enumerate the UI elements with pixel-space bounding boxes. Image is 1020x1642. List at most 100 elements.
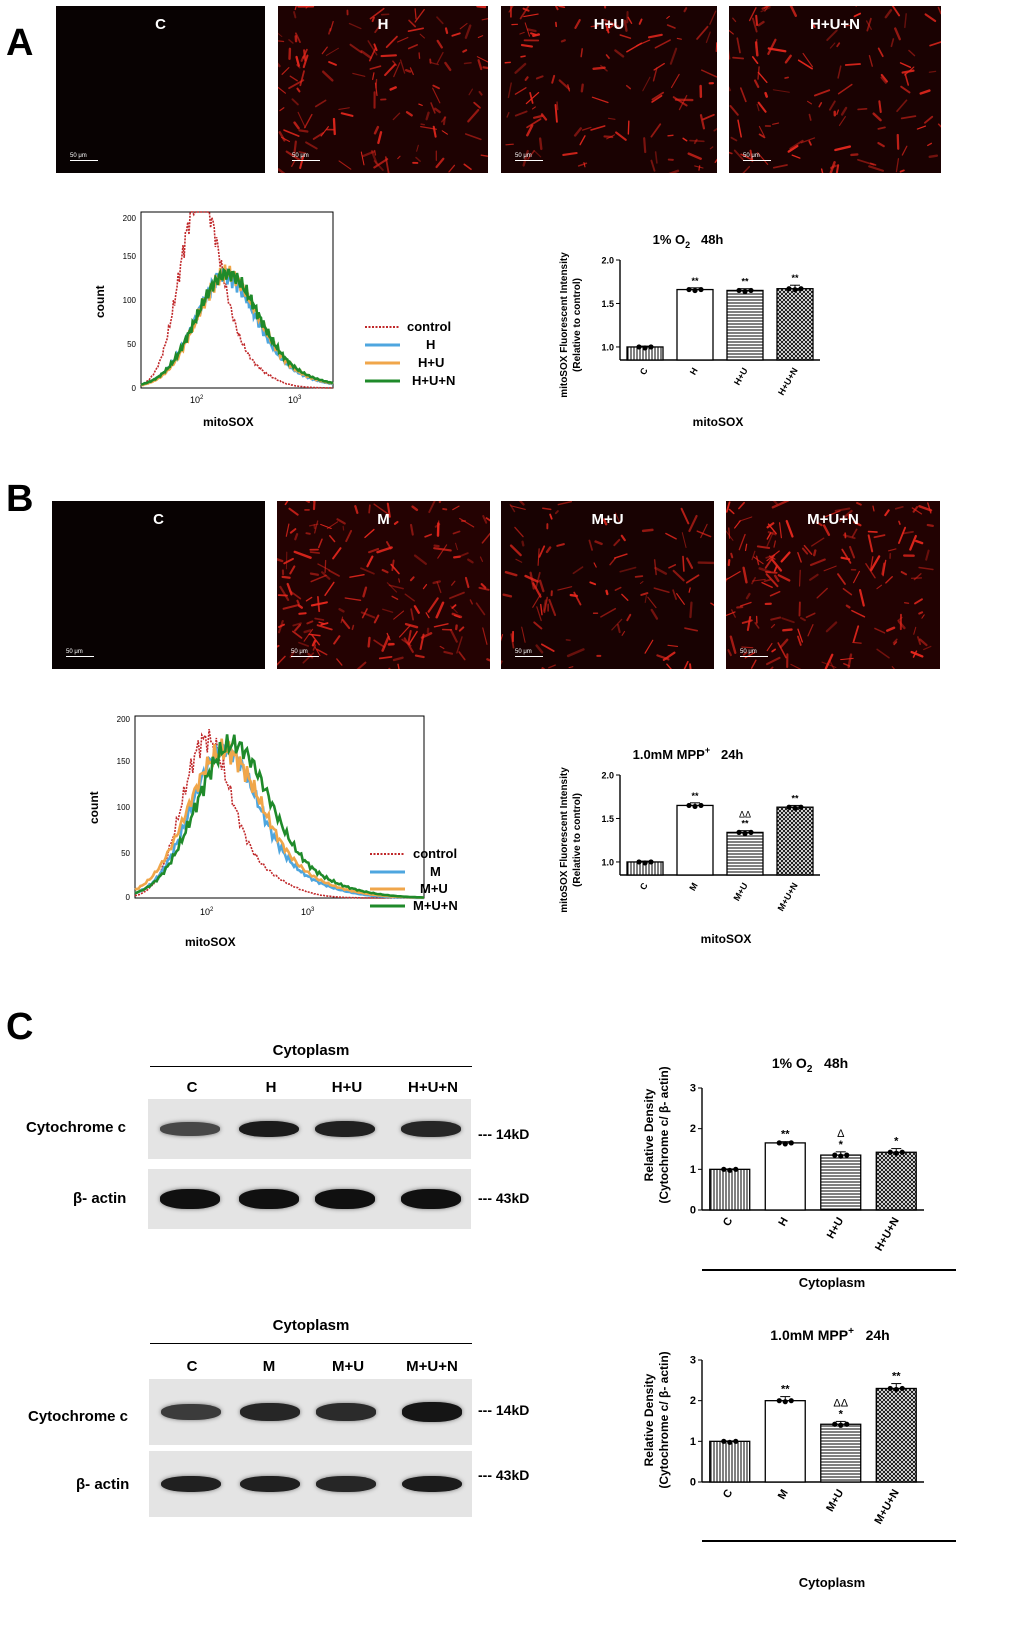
cell-speck bbox=[843, 662, 851, 667]
cell-speck bbox=[362, 150, 375, 158]
cell-speck bbox=[791, 154, 801, 159]
flow-curve-0 bbox=[140, 211, 333, 389]
cell-speck bbox=[302, 48, 308, 59]
blot-band bbox=[402, 1402, 462, 1422]
data-point bbox=[698, 802, 704, 809]
micrograph-texture bbox=[278, 6, 488, 173]
cell-speck bbox=[277, 620, 284, 634]
cell-speck bbox=[773, 565, 778, 572]
y-axis-label: Relative Density bbox=[642, 1088, 656, 1181]
cell-speck bbox=[298, 151, 307, 154]
y-tick-label: 3 bbox=[690, 1355, 696, 1367]
cell-speck bbox=[835, 164, 840, 173]
category-label: M+U bbox=[824, 1487, 846, 1513]
micrograph-texture bbox=[726, 501, 940, 669]
cell-speck bbox=[467, 558, 474, 564]
cell-speck bbox=[696, 25, 709, 40]
cell-speck bbox=[371, 16, 375, 23]
cell-speck bbox=[518, 501, 525, 506]
cell-speck bbox=[419, 33, 425, 39]
cell-speck bbox=[345, 529, 353, 543]
cell-speck bbox=[696, 530, 712, 538]
cell-speck bbox=[476, 56, 488, 63]
cell-speck bbox=[376, 546, 393, 554]
cell-speck bbox=[865, 563, 876, 579]
cell-speck bbox=[293, 11, 297, 19]
data-point bbox=[648, 344, 654, 350]
cell-speck bbox=[676, 593, 685, 605]
cell-speck bbox=[329, 535, 336, 543]
cell-speck bbox=[800, 137, 816, 144]
data-point bbox=[798, 804, 804, 810]
cell-speck bbox=[515, 558, 523, 563]
micrograph-texture bbox=[277, 501, 490, 669]
cell-speck bbox=[485, 517, 490, 522]
legend-item: M bbox=[430, 864, 441, 879]
cell-speck bbox=[282, 603, 300, 610]
cell-speck bbox=[639, 581, 644, 585]
cell-speck bbox=[823, 565, 837, 572]
cell-speck bbox=[877, 141, 885, 148]
cell-speck bbox=[726, 571, 741, 581]
cell-speck bbox=[653, 559, 657, 576]
cell-speck bbox=[580, 83, 584, 93]
cell-speck bbox=[374, 149, 377, 156]
cell-speck bbox=[937, 123, 941, 128]
x-axis-label: Cytoplasm bbox=[799, 1275, 865, 1290]
cell-speck bbox=[408, 19, 417, 28]
cell-speck bbox=[449, 591, 465, 600]
cell-speck bbox=[756, 103, 760, 112]
cell-speck bbox=[424, 533, 433, 538]
cell-speck bbox=[583, 162, 586, 168]
cell-speck bbox=[536, 606, 542, 622]
cell-speck bbox=[839, 509, 853, 523]
cell-speck bbox=[579, 135, 586, 146]
cell-speck bbox=[904, 13, 907, 29]
data-point bbox=[648, 859, 654, 865]
cell-speck bbox=[311, 639, 317, 647]
category-label: H+U bbox=[732, 366, 750, 387]
cell-speck bbox=[621, 630, 626, 636]
cell-speck bbox=[549, 513, 553, 520]
cell-speck bbox=[451, 580, 456, 586]
cell-speck bbox=[397, 36, 409, 43]
cell-speck bbox=[405, 111, 413, 117]
cell-speck bbox=[699, 114, 706, 130]
micrograph-b-3: M+U+N 50 μm bbox=[726, 501, 940, 669]
cell-speck bbox=[397, 155, 401, 160]
cell-speck bbox=[329, 20, 334, 32]
cell-speck bbox=[901, 69, 915, 74]
data-point bbox=[893, 1150, 899, 1156]
cell-speck bbox=[480, 583, 487, 589]
y-tick-label: 0 bbox=[690, 1477, 696, 1489]
cell-speck bbox=[842, 534, 856, 540]
cell-speck bbox=[811, 537, 825, 547]
cell-speck bbox=[478, 586, 490, 591]
cell-speck bbox=[467, 108, 480, 123]
data-point bbox=[899, 1149, 905, 1155]
cell-speck bbox=[757, 20, 765, 27]
cell-speck bbox=[609, 557, 617, 566]
cell-speck bbox=[573, 127, 583, 137]
cell-speck bbox=[338, 107, 350, 110]
cell-speck bbox=[766, 530, 775, 547]
cell-speck bbox=[341, 618, 351, 630]
cell-speck bbox=[545, 546, 552, 554]
category-label: M+U+N bbox=[776, 881, 800, 913]
category-label: H bbox=[776, 1215, 790, 1228]
cell-speck bbox=[435, 601, 445, 619]
y-tick-label: 1 bbox=[690, 1436, 696, 1448]
cell-speck bbox=[842, 587, 853, 596]
cell-speck bbox=[709, 10, 717, 25]
cell-speck bbox=[352, 72, 366, 77]
cell-speck bbox=[477, 35, 484, 39]
flow-histogram-a: 0 50 100 150 200 102 103 mitoSOX count c… bbox=[93, 211, 455, 429]
cell-speck bbox=[305, 501, 311, 504]
cell-speck bbox=[344, 597, 362, 602]
data-point bbox=[786, 286, 792, 292]
cell-speck bbox=[418, 103, 423, 106]
significance-mark: * bbox=[894, 1136, 899, 1148]
cell-speck bbox=[616, 623, 621, 634]
cell-speck bbox=[298, 641, 310, 647]
cell-speck bbox=[825, 621, 838, 633]
